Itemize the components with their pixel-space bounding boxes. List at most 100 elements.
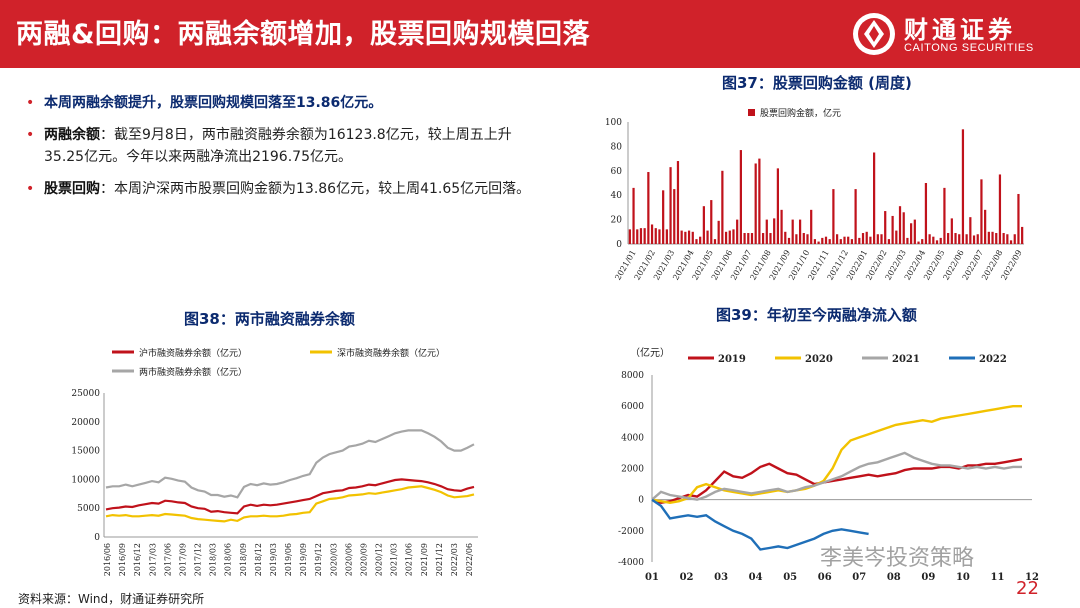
bar <box>706 230 709 244</box>
bar <box>662 190 665 244</box>
bar <box>795 234 798 244</box>
bar <box>843 236 846 244</box>
bar <box>943 187 946 244</box>
bar <box>869 236 872 244</box>
x-tick-label: 2022/06 <box>465 543 474 576</box>
x-tick-label: 06 <box>818 572 832 583</box>
legend-swatch <box>748 109 755 116</box>
bar <box>673 189 676 244</box>
legend-label: 2020 <box>805 354 833 365</box>
bar <box>765 219 768 244</box>
bar <box>806 234 809 244</box>
bar <box>1021 226 1024 244</box>
bar <box>998 174 1002 244</box>
bar <box>643 228 646 244</box>
legend-label: 2019 <box>718 354 746 365</box>
bar <box>736 219 739 244</box>
y-tick-label: 0 <box>616 240 622 250</box>
bullet-buyback-label: 股票回购 <box>44 181 100 197</box>
bullet-buyback-text: ：本周沪深两市股票回购金额为13.86亿元，较上周41.65亿元回落。 <box>100 181 531 197</box>
x-tick-label: 2019/09 <box>299 543 308 576</box>
bullet-margin-balance: • 两融余额：截至9月8日，两市融资融券余额为16123.8亿元，较上周五上升3… <box>26 124 546 168</box>
page-number: 22 <box>1016 578 1039 599</box>
series-line <box>105 478 475 515</box>
logo-cn: 财通证券 <box>904 16 1016 44</box>
bar <box>884 211 887 244</box>
bar <box>969 217 972 244</box>
x-tick-label: 07 <box>852 572 866 583</box>
logo-en: CAITONG SECURITIES <box>904 42 1034 54</box>
x-tick-label: 2016/12 <box>133 543 142 576</box>
x-tick-label: 2022/03 <box>450 543 459 576</box>
bar <box>947 233 950 244</box>
x-tick-label: 03 <box>714 572 728 583</box>
bar <box>876 234 879 244</box>
bar <box>906 237 909 244</box>
bar <box>813 239 817 244</box>
bar <box>802 233 805 244</box>
bar <box>965 234 968 244</box>
y-tick-label: 60 <box>611 167 623 177</box>
source-note: 资料来源：Wind，财通证券研究所 <box>18 592 205 606</box>
x-tick-label: 2019/06 <box>284 543 293 576</box>
bar <box>817 241 820 244</box>
bullet-buyback: • 股票回购：本周沪深两市股票回购金额为13.86亿元，较上周41.65亿元回落… <box>26 178 546 200</box>
bar <box>1002 233 1005 244</box>
bar <box>832 189 835 244</box>
bar <box>913 219 916 244</box>
bar <box>880 234 883 244</box>
bar <box>769 233 772 244</box>
bar <box>721 170 724 244</box>
bar <box>850 239 854 244</box>
y-tick-label: 8000 <box>621 371 644 381</box>
series-line <box>651 404 1022 505</box>
bar <box>824 236 828 244</box>
bar <box>650 224 654 244</box>
x-tick-label: 2017/03 <box>148 543 157 576</box>
bar <box>699 236 702 244</box>
bar <box>858 237 861 244</box>
y-tick-label: 4000 <box>621 433 644 443</box>
y-tick-label: 25000 <box>71 389 100 399</box>
y-tick-label: 10000 <box>71 475 100 485</box>
x-tick-label: 2016/06 <box>103 543 112 576</box>
bar <box>828 239 831 244</box>
bar <box>810 209 813 244</box>
bar <box>732 229 735 244</box>
x-tick-label: 02 <box>680 572 694 583</box>
bar <box>950 218 953 244</box>
logo-emblem-icon <box>853 13 895 55</box>
bar <box>787 237 791 244</box>
bar <box>932 236 935 244</box>
bar <box>954 233 957 244</box>
bar <box>928 234 931 244</box>
bar <box>873 152 876 244</box>
bar <box>658 229 661 244</box>
bullet-dot-icon: • <box>26 127 35 143</box>
bar <box>1009 240 1013 244</box>
bullet-margin-text: ：截至9月8日，两市融资融券余额为16123.8亿元，较上周五上升35.25亿元… <box>44 127 512 165</box>
buyback-bar-chart: 0204060801002021/012021/022021/032021/04… <box>605 107 1024 282</box>
page-title: 两融&回购：两融余额增加，股票回购规模回落 <box>16 19 591 50</box>
net-inflow-line-chart: （亿元） -4000 -2000 0 2000 4000 6000 8000 01 02 03 04 0… <box>618 346 1039 583</box>
bar <box>972 235 976 244</box>
bar <box>935 240 939 244</box>
bar <box>713 239 717 244</box>
bar <box>798 219 802 244</box>
legend-label: 两市融资融券余额（亿元） <box>139 366 247 378</box>
company-logo: 财通证券 CAITONG SECURITIES <box>850 8 1065 62</box>
x-tick-label: 12 <box>1025 572 1039 583</box>
y-tick-label: -4000 <box>618 558 644 568</box>
x-tick-label: 2017/09 <box>178 543 187 576</box>
y-tick-label: 15000 <box>71 447 100 457</box>
bar <box>665 229 668 244</box>
series-line <box>651 451 1022 501</box>
fig37-title: 图37：股票回购金额 (周度) <box>722 74 912 92</box>
legend-label: 股票回购金额，亿元 <box>760 107 841 119</box>
bar <box>687 230 691 244</box>
bar <box>780 209 783 244</box>
bullet-margin-label: 两融余额 <box>44 127 100 143</box>
bullet-dot-icon: • <box>26 95 35 111</box>
bar <box>724 231 728 244</box>
bar <box>1006 234 1009 244</box>
